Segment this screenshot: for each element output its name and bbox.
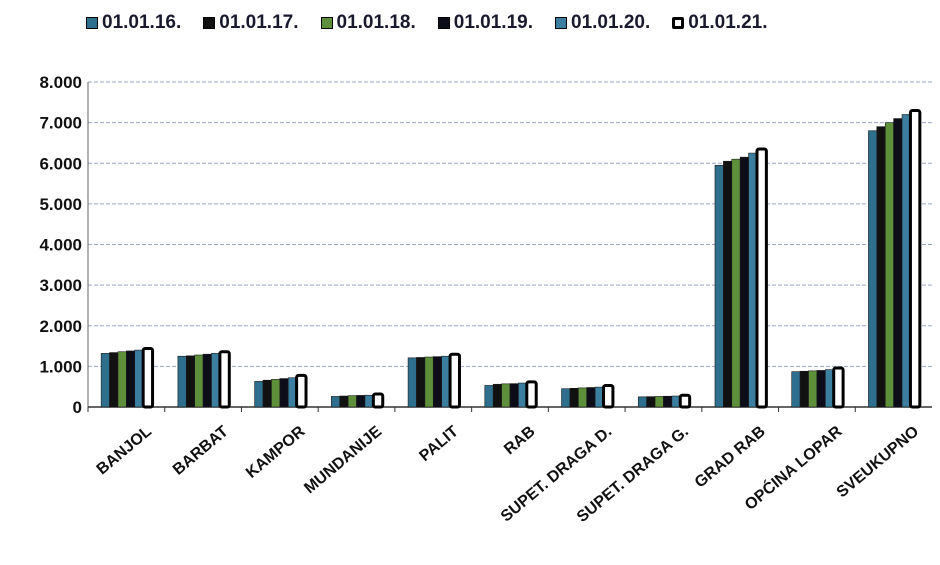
bar xyxy=(194,354,204,408)
legend-label: 01.01.17. xyxy=(219,12,299,33)
bar xyxy=(424,356,434,408)
bar xyxy=(908,108,922,409)
bar xyxy=(663,395,673,408)
bar xyxy=(347,395,357,408)
y-tick-label: 0 xyxy=(73,398,82,417)
legend-label: 01.01.20. xyxy=(571,12,651,33)
chart-legend: 01.01.16. 01.01.17. 01.01.18. 01.01.19. 01.0… xyxy=(86,12,768,34)
bar xyxy=(893,118,903,408)
bar xyxy=(185,355,195,408)
bar xyxy=(739,156,749,408)
bar xyxy=(586,387,596,408)
bar xyxy=(755,147,768,409)
bar xyxy=(578,387,588,408)
x-category-label: BARBAT xyxy=(170,423,232,479)
legend-swatch xyxy=(320,17,333,29)
bar xyxy=(356,395,366,408)
bar xyxy=(525,380,538,409)
bar xyxy=(723,160,733,408)
legend-swatch xyxy=(555,17,567,29)
bar xyxy=(448,352,461,409)
y-tick-label: 7.000 xyxy=(39,114,82,133)
bar xyxy=(637,396,647,408)
bar xyxy=(202,353,212,408)
legend-item: 01.01.20. xyxy=(555,12,650,34)
bar xyxy=(509,383,519,408)
bar xyxy=(117,351,127,408)
legend-swatch xyxy=(86,17,98,29)
bar xyxy=(799,370,809,408)
legend-swatch xyxy=(437,17,450,29)
y-tick-label: 4.000 xyxy=(39,236,82,255)
bar xyxy=(141,347,155,409)
legend-item: 01.01.18. xyxy=(320,12,416,34)
y-tick-label: 2.000 xyxy=(39,317,82,336)
bar xyxy=(492,383,502,408)
bar xyxy=(100,353,110,408)
bar xyxy=(254,381,264,408)
legend-label: 01.01.18. xyxy=(336,12,416,33)
bar xyxy=(262,379,272,408)
bar xyxy=(876,126,886,408)
bar xyxy=(218,350,231,409)
y-tick-label: 5.000 xyxy=(39,195,82,214)
bar xyxy=(484,385,494,408)
legend-swatch xyxy=(672,17,685,29)
x-category-label: KAMPOR xyxy=(243,423,309,482)
legend-label: 01.01.19. xyxy=(453,12,533,33)
bar xyxy=(501,383,511,408)
bar xyxy=(731,158,741,408)
y-tick-label: 3.000 xyxy=(39,276,82,295)
y-tick-label: 8.000 xyxy=(39,73,82,92)
bar xyxy=(868,130,878,408)
bar xyxy=(177,355,187,408)
x-category-label: MUNDANIJE xyxy=(301,423,385,497)
bar xyxy=(561,388,571,408)
legend-label: 01.01.21. xyxy=(688,12,768,33)
bar xyxy=(407,357,417,408)
bar xyxy=(126,350,136,408)
legend-swatch xyxy=(203,17,216,29)
bar xyxy=(816,370,826,408)
bar xyxy=(279,378,289,408)
bar xyxy=(109,352,119,408)
bar xyxy=(791,371,801,408)
bar xyxy=(808,370,818,408)
legend-label: 01.01.16. xyxy=(102,12,182,33)
bar xyxy=(654,396,664,408)
y-tick-label: 6.000 xyxy=(39,154,82,173)
bar xyxy=(339,395,349,408)
bar xyxy=(371,392,385,409)
bar xyxy=(884,122,894,408)
legend-item: 01.01.19. xyxy=(437,12,533,34)
bar xyxy=(331,396,341,408)
bar xyxy=(602,383,615,409)
legend-item: 01.01.21. xyxy=(672,12,768,34)
bar xyxy=(569,388,579,408)
bar xyxy=(678,393,692,409)
legend-item: 01.01.17. xyxy=(203,12,299,34)
x-category-label: GRAD RAB xyxy=(692,423,769,491)
x-category-label: BANJOL xyxy=(94,423,155,478)
bar xyxy=(646,396,656,408)
bar xyxy=(432,356,442,408)
x-category-label: PALIT xyxy=(416,423,462,465)
bar xyxy=(416,357,426,408)
legend-item: 01.01.16. xyxy=(86,12,181,34)
bar xyxy=(295,373,308,409)
y-tick-label: 1.000 xyxy=(39,357,82,376)
x-category-label: RAB xyxy=(501,423,538,458)
bar xyxy=(714,164,724,408)
bar xyxy=(832,366,845,409)
bar xyxy=(271,379,281,408)
x-category-label: SVEUKUPNO xyxy=(834,423,923,501)
